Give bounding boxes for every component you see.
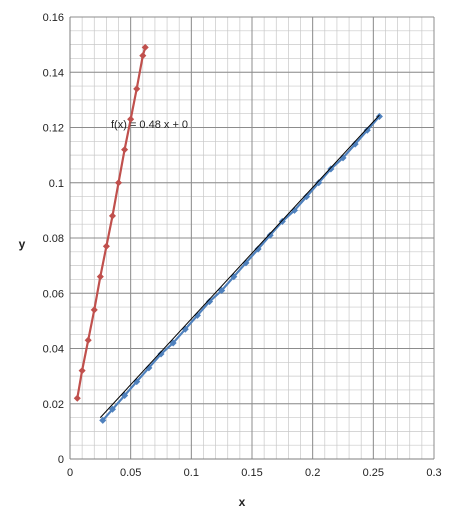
y-tick-label: 0.08 xyxy=(43,233,64,245)
y-tick-labels: 0 0.02 0.04 0.06 0.08 0.1 0.12 0.14 0.16 xyxy=(43,12,64,466)
series-line xyxy=(101,115,381,422)
y-tick-label: 0.16 xyxy=(43,12,64,24)
y-tick-label: 0.04 xyxy=(43,344,64,356)
data-point xyxy=(145,364,153,372)
data-point xyxy=(205,298,214,306)
data-point xyxy=(266,231,274,239)
y-tick-label: 0.12 xyxy=(43,123,64,135)
x-tick-label: 0.15 xyxy=(241,467,262,479)
y-tick-label: 0.14 xyxy=(43,67,64,79)
trendline xyxy=(99,114,380,418)
data-point xyxy=(139,52,147,60)
data-point xyxy=(327,165,335,173)
x-tick-label: 0.1 xyxy=(184,467,199,479)
x-axis-title: x xyxy=(239,495,246,509)
data-point xyxy=(78,367,86,375)
data-point xyxy=(108,405,117,413)
data-point xyxy=(108,212,117,220)
trendline-equation: f(x) = 0.48 x + 0 xyxy=(111,119,188,131)
data-point xyxy=(133,85,141,93)
axes xyxy=(69,17,434,460)
data-point xyxy=(73,394,81,402)
data-point xyxy=(121,146,129,154)
data-point xyxy=(96,273,104,281)
x-tick-label: 0.05 xyxy=(120,467,141,479)
data-point xyxy=(278,217,286,225)
data-point xyxy=(375,112,383,120)
data-point xyxy=(351,140,359,148)
data-point xyxy=(99,416,107,424)
y-tick-label: 0 xyxy=(58,454,64,466)
x-tick-label: 0.2 xyxy=(305,467,320,479)
data-point xyxy=(90,306,98,314)
data-point xyxy=(127,115,135,123)
x-tick-label: 0 xyxy=(67,467,73,479)
series-0 xyxy=(73,43,149,402)
data-point xyxy=(303,193,311,201)
data-point xyxy=(157,350,165,358)
data-point xyxy=(315,179,323,187)
data-point xyxy=(218,286,226,295)
y-tick-label: 0.06 xyxy=(43,288,64,300)
data-point xyxy=(84,336,92,344)
y-tick-label: 0.1 xyxy=(49,178,64,190)
x-tick-labels: 0 0.05 0.1 0.15 0.2 0.25 0.3 xyxy=(67,467,442,479)
x-tick-label: 0.25 xyxy=(363,467,384,479)
y-axis-title: y xyxy=(19,237,26,251)
data-point xyxy=(114,179,123,187)
data-point xyxy=(141,43,149,51)
x-tick-label: 0.3 xyxy=(426,467,441,479)
series-2 xyxy=(99,114,380,418)
data-point xyxy=(363,126,371,134)
series-layer xyxy=(73,43,383,424)
y-tick-label: 0.02 xyxy=(43,399,64,411)
data-point xyxy=(102,242,110,250)
